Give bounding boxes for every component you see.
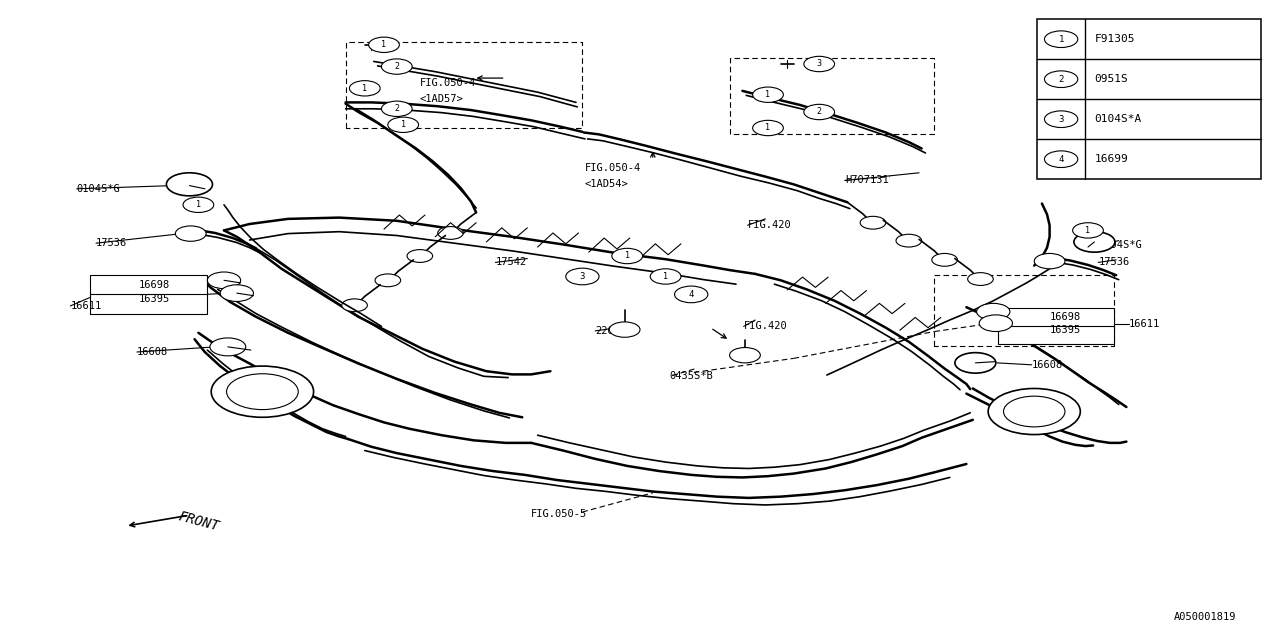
Circle shape [1044,151,1078,168]
Circle shape [566,268,599,285]
Circle shape [753,120,783,136]
Circle shape [369,37,399,52]
Circle shape [896,234,922,247]
Text: 4: 4 [1059,155,1064,164]
Circle shape [183,197,214,212]
Text: A050001819: A050001819 [1174,612,1236,622]
Text: 1: 1 [401,120,406,129]
Circle shape [210,338,246,356]
Text: 0104S*G: 0104S*G [77,184,120,194]
Text: 17536: 17536 [1098,257,1129,268]
Text: 1: 1 [765,90,771,99]
Circle shape [166,173,212,196]
Text: FIG.420: FIG.420 [748,220,791,230]
Circle shape [1044,71,1078,88]
Circle shape [227,374,298,410]
Text: F91305: F91305 [1094,34,1135,44]
Bar [1037,19,1261,179]
Circle shape [407,250,433,262]
Circle shape [211,366,314,417]
Circle shape [988,388,1080,435]
Circle shape [804,56,835,72]
Circle shape [349,81,380,96]
Circle shape [1034,253,1065,269]
Text: 0951S: 0951S [1094,74,1128,84]
Circle shape [675,286,708,303]
Circle shape [207,272,241,289]
Circle shape [612,248,643,264]
Circle shape [932,253,957,266]
Circle shape [650,269,681,284]
Circle shape [375,274,401,287]
Text: 1: 1 [196,200,201,209]
Text: 16611: 16611 [1129,319,1160,329]
Circle shape [609,322,640,337]
Text: FIG.050-4: FIG.050-4 [585,163,641,173]
Text: 1: 1 [765,124,771,132]
Circle shape [381,101,412,116]
Bar [998,308,1114,344]
Text: 2: 2 [817,108,822,116]
Circle shape [342,299,367,312]
Text: 4: 4 [689,290,694,299]
Text: 22670: 22670 [595,326,626,336]
Circle shape [955,353,996,373]
Text: 0104S*A: 0104S*A [1094,114,1142,124]
Text: 16395: 16395 [1050,325,1080,335]
Text: 16395: 16395 [138,294,169,304]
Text: 16698: 16698 [1050,312,1080,322]
Text: 3: 3 [1059,115,1064,124]
Text: 17536: 17536 [96,238,127,248]
Text: 1: 1 [1085,226,1091,235]
Circle shape [1004,396,1065,427]
Circle shape [1073,223,1103,238]
Text: 0104S*G: 0104S*G [1098,240,1142,250]
Text: 17542: 17542 [495,257,526,268]
Text: 3: 3 [580,272,585,281]
Text: 3: 3 [817,60,822,68]
Circle shape [979,315,1012,332]
Circle shape [175,226,206,241]
Circle shape [804,104,835,120]
Text: 16608: 16608 [1032,360,1062,370]
Text: H707131: H707131 [845,175,888,186]
Text: 16608: 16608 [137,347,168,357]
Text: FRONT: FRONT [177,509,220,534]
Circle shape [730,348,760,363]
Circle shape [968,273,993,285]
Text: 16699: 16699 [1094,154,1128,164]
Circle shape [977,303,1010,320]
Text: 1: 1 [362,84,367,93]
Circle shape [388,117,419,132]
Circle shape [220,285,253,301]
Text: FIG.050-5: FIG.050-5 [531,509,588,519]
Text: <1AD57>: <1AD57> [420,94,463,104]
Text: 0435S*B: 0435S*B [669,371,713,381]
Circle shape [753,87,783,102]
Circle shape [1044,31,1078,47]
Text: 1: 1 [625,252,630,260]
Circle shape [438,227,463,239]
Text: <1AD54>: <1AD54> [585,179,628,189]
Text: 2: 2 [394,104,399,113]
Text: FIG.050-4: FIG.050-4 [420,78,476,88]
Circle shape [381,59,412,74]
Text: 2: 2 [1059,75,1064,84]
Circle shape [860,216,886,229]
Text: 1: 1 [381,40,387,49]
Text: 1: 1 [663,272,668,281]
Text: FIG.420: FIG.420 [744,321,787,332]
Text: 1: 1 [1059,35,1064,44]
Circle shape [1074,232,1115,252]
Text: 16698: 16698 [138,280,169,290]
Text: 2: 2 [394,62,399,71]
Circle shape [1044,111,1078,127]
Bar [90,275,207,314]
Text: 16611: 16611 [70,301,101,311]
